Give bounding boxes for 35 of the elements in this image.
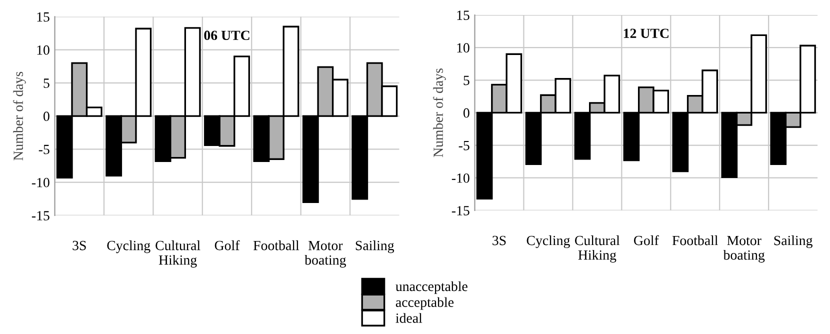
x-tick-label: Cultural Hiking [574,235,620,263]
x-tick-label: 3S [492,236,506,246]
y-tick-label: 15 [37,12,50,22]
text: 06 UTC [204,30,250,40]
y-tick-label: 5 [464,76,470,86]
legend-label: unacceptable [396,281,468,294]
y-tick-label: -10 [32,178,50,188]
y-tick-label: 10 [37,45,50,55]
y-tick-label: 15 [457,10,470,20]
y-axis-title: Number of days [13,72,26,160]
x-tick-label: Motor boating [304,240,346,268]
x-tick-label: Sailing [774,235,812,248]
x-tick-label: Football [672,235,718,246]
x-tick-label: Cycling [526,235,570,248]
y-tick-label: -5 [458,141,470,150]
y-tick-label: -15 [32,211,50,220]
x-tick-label: Football [253,240,300,250]
y-tick-label: 5 [44,78,50,88]
y-tick-label: -15 [452,206,470,216]
legend-label: acceptable [396,297,454,310]
x-tick-label: Cultural Hiking [156,240,200,268]
x-tick-label: Golf [634,235,659,246]
y-tick-label: 0 [44,112,50,122]
x-tick-label: Cycling [107,240,150,254]
y-tick-label: -10 [452,173,470,183]
legend-label: ideal [396,313,422,323]
x-tick-label: Sailing [356,240,394,254]
x-tick-label: Golf [214,240,240,250]
y-tick-label: 0 [463,108,470,118]
x-tick-label: Motor boating [723,236,765,263]
y-tick-label: 10 [457,43,470,53]
text: 12 UTC [624,28,668,38]
y-axis-title: Number of days [433,68,446,158]
x-tick-label: 3S [72,240,86,250]
y-tick-label: -5 [38,144,50,154]
